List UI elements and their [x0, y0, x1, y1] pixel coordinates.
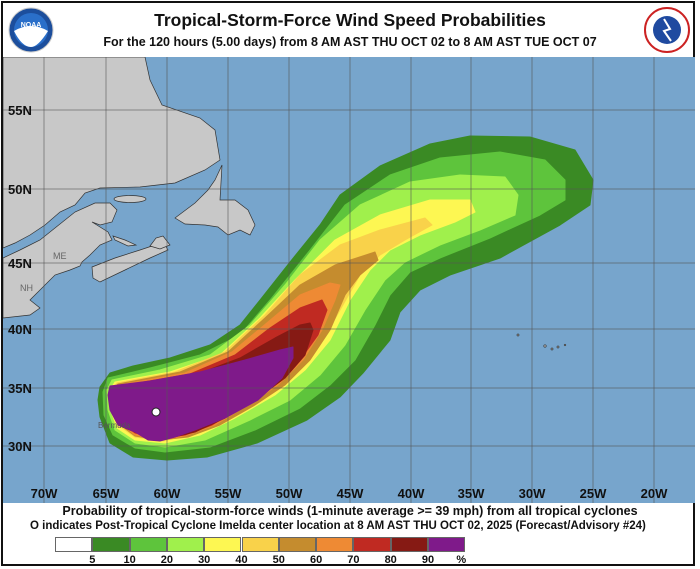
legend-swatch: [129, 537, 167, 552]
lon-label: 40W: [398, 486, 425, 501]
marker-text: indicates Post-Tropical Cyclone Imelda c…: [42, 520, 646, 532]
legend-label: 40: [235, 554, 248, 566]
land-azores: [516, 333, 567, 351]
lat-label: 40N: [8, 322, 32, 337]
land-newfoundland: [174, 164, 256, 236]
legend-label: 70: [347, 554, 360, 566]
marker-caption: O indicates Post-Tropical Cyclone Imelda…: [30, 520, 646, 532]
map: ME NH Bermuda 55N 50N 45N 40N 35N 30N 70W 65W 60…: [3, 57, 695, 503]
lon-label: 50W: [276, 486, 303, 501]
legend-swatch: [166, 537, 205, 552]
legend-label: 90: [421, 554, 435, 566]
storm-center-marker: [151, 407, 161, 417]
swath-90-%-percent: [107, 346, 294, 442]
marker-symbol: O: [30, 520, 39, 532]
lat-label: 35N: [8, 381, 32, 396]
legend-swatch: [428, 537, 466, 552]
legend-label: 50: [272, 554, 285, 566]
probability-swaths: [97, 135, 594, 461]
lat-lon-grid: [3, 57, 695, 503]
land-anticosti: [113, 195, 147, 203]
page-title: Tropical-Storm-Force Wind Speed Probabil…: [154, 10, 546, 30]
legend-label: %: [456, 554, 467, 566]
label-maine: ME: [53, 251, 67, 261]
legend-swatch: [278, 537, 317, 552]
page-subtitle: For the 120 hours (5.00 days) from 8 AM …: [103, 35, 597, 49]
legend-swatch: [55, 537, 93, 552]
legend-label: 30: [198, 554, 211, 566]
label-bermuda: Bermuda: [98, 421, 131, 430]
legend-label: 80: [384, 554, 397, 566]
lon-label: 65W: [93, 486, 120, 501]
legend-swatch: [353, 537, 391, 552]
legend-label: 20: [160, 554, 174, 566]
lat-label: 30N: [8, 439, 32, 454]
lon-label: 25W: [580, 486, 607, 501]
legend-label: 10: [123, 554, 136, 566]
lon-label: 35W: [458, 486, 485, 501]
lon-label: 30W: [519, 486, 546, 501]
land: [3, 57, 567, 351]
noaa-logo-icon: NOAA: [8, 7, 54, 53]
nws-logo-icon: [644, 7, 690, 53]
legend-swatch: [241, 537, 279, 552]
land-pei: [112, 235, 138, 247]
legend-swatch: [92, 537, 130, 552]
lat-label: 50N: [8, 182, 32, 197]
legend-swatch: [390, 537, 428, 552]
label-new-hampshire: NH: [20, 283, 33, 293]
lat-label: 45N: [8, 256, 32, 271]
legend-swatch: [204, 537, 242, 552]
lat-label: 55N: [8, 103, 32, 118]
land-quebec-labrador: [3, 57, 221, 249]
lon-label: 60W: [154, 486, 181, 501]
legend-label: 60: [309, 554, 323, 566]
svg-text:NOAA: NOAA: [21, 22, 42, 29]
legend-caption: Probability of tropical-storm-force wind…: [62, 504, 638, 518]
legend-swatch: [316, 537, 354, 552]
legend-label: 5: [89, 554, 96, 566]
lon-label: 70W: [31, 486, 58, 501]
lon-label: 55W: [215, 486, 242, 501]
lon-label: 20W: [641, 486, 668, 501]
lon-label: 45W: [337, 486, 364, 501]
